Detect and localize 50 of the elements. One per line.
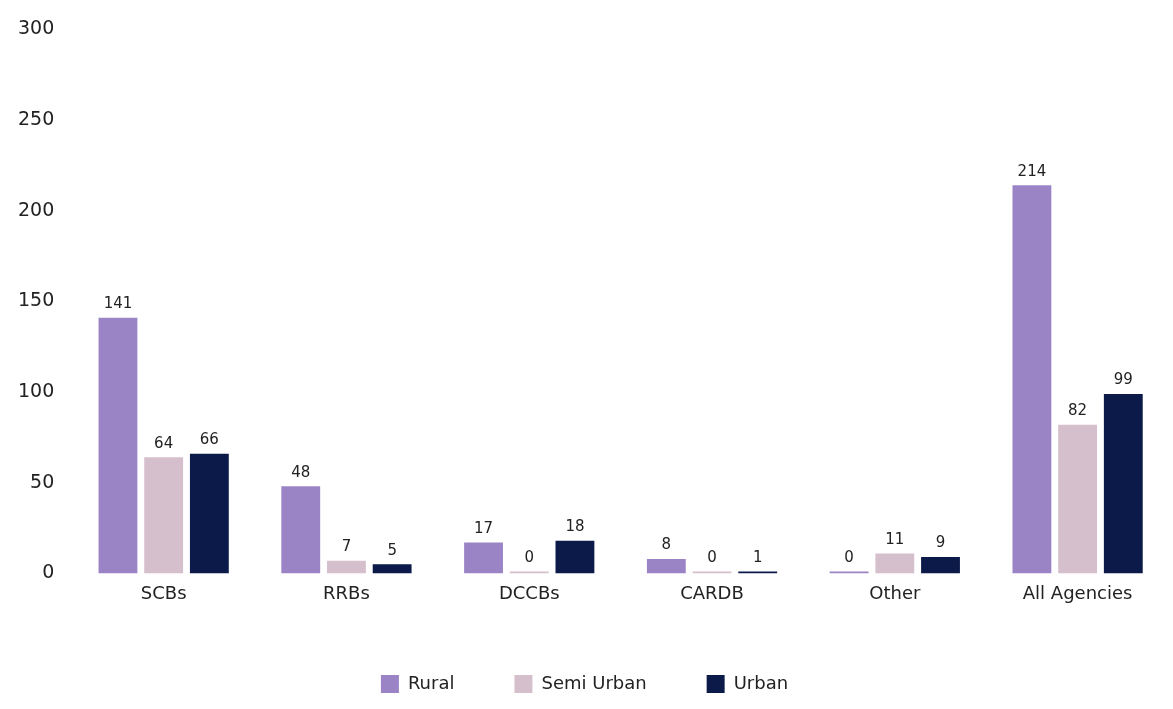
- x-tick-label: All Agencies: [1022, 581, 1133, 603]
- data-label: 11: [885, 529, 905, 548]
- bar: [464, 542, 503, 574]
- bar: [372, 564, 412, 574]
- data-label: 17: [473, 518, 494, 537]
- data-label: 0: [524, 547, 535, 566]
- bar: [189, 453, 229, 574]
- x-tick-label: Other: [869, 581, 921, 603]
- bar: [1058, 424, 1098, 574]
- x-tick-label: CARDB: [680, 581, 744, 603]
- data-label: 0: [707, 547, 717, 566]
- data-label: 48: [291, 462, 311, 481]
- x-tick-label: DCCBs: [498, 581, 560, 603]
- y-tick-label: 100: [18, 379, 55, 401]
- legend-label: Semi Urban: [541, 671, 647, 693]
- data-label: 141: [103, 294, 133, 313]
- data-label: 0: [844, 547, 854, 566]
- legend-label: Urban: [733, 671, 789, 693]
- y-tick-label: 300: [18, 16, 55, 39]
- legend-label: Rural: [407, 671, 455, 693]
- bar: [875, 553, 915, 574]
- y-tick-label: 0: [42, 560, 55, 583]
- data-label: 66: [199, 430, 219, 449]
- y-tick-label: 150: [18, 288, 55, 311]
- data-label: 7: [341, 537, 352, 556]
- bar: [555, 540, 595, 574]
- data-label: 9: [935, 533, 946, 552]
- data-label: 5: [387, 540, 397, 559]
- data-label: 82: [1068, 401, 1088, 420]
- bar: [738, 571, 778, 574]
- data-label: 64: [154, 433, 174, 452]
- data-label: 18: [565, 517, 585, 536]
- y-tick-label: 200: [18, 197, 55, 220]
- bar: [281, 486, 321, 574]
- y-tick-label: 250: [18, 107, 55, 129]
- x-tick-label: RRBs: [323, 581, 370, 603]
- bar: [646, 558, 686, 574]
- data-label: 1: [752, 547, 763, 566]
- bar: [327, 560, 366, 574]
- data-label: 99: [1113, 370, 1133, 389]
- bar: [98, 317, 138, 574]
- data-label: 8: [661, 535, 672, 554]
- y-tick-label: 50: [30, 469, 55, 492]
- bar: [829, 571, 869, 574]
- bar: [1103, 393, 1143, 574]
- data-label: 214: [1017, 161, 1047, 180]
- bar: [921, 557, 960, 574]
- x-tick-label: SCBs: [140, 581, 187, 603]
- bar: [1012, 185, 1052, 574]
- bar: [144, 457, 184, 574]
